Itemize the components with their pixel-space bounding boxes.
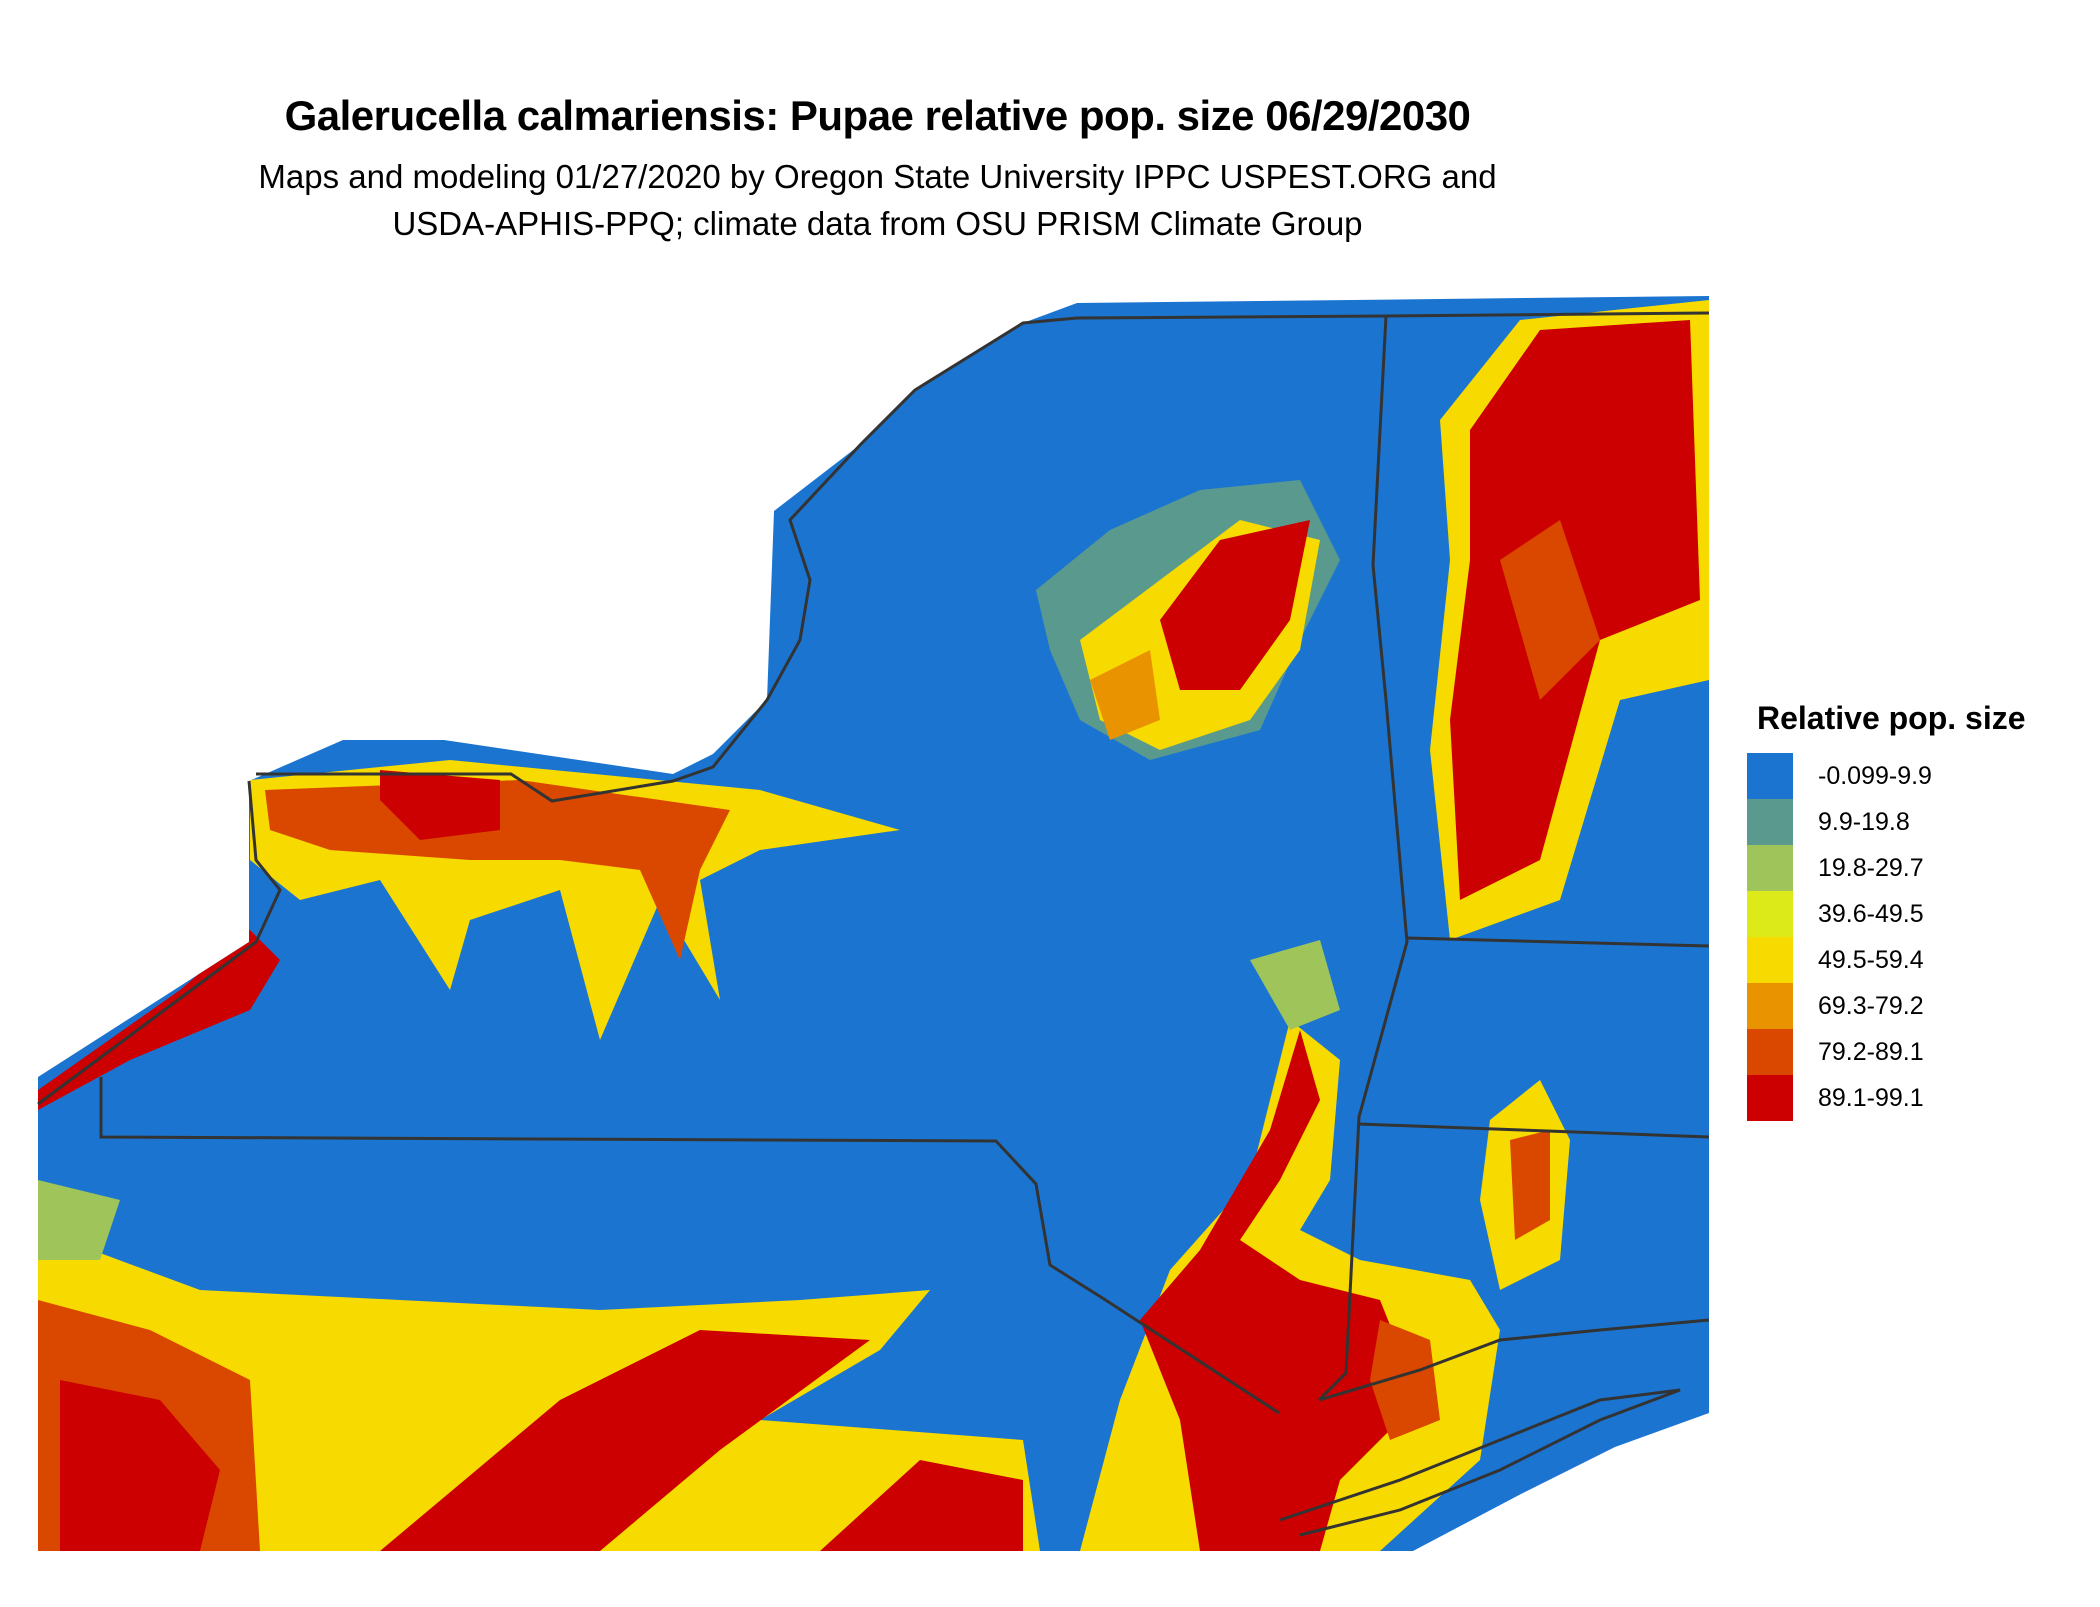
legend: Relative pop. size -0.099-9.9 9.9-19.8 19.…	[1747, 700, 2026, 1121]
long-island	[1279, 1388, 1681, 1537]
legend-swatch	[1747, 891, 1793, 937]
warm-patch-southern-band	[38, 1180, 1040, 1551]
legend-item: 69.3-79.2	[1747, 983, 2026, 1029]
warm-patch-ontario-shore	[250, 760, 900, 1040]
map-subtitle-line2: USDA-APHIS-PPQ; climate data from OSU PR…	[392, 205, 1363, 242]
legend-label: 9.9-19.8	[1818, 807, 1910, 836]
legend-swatch	[1747, 983, 1793, 1029]
legend-swatch	[1747, 753, 1793, 799]
legend-swatch	[1747, 1029, 1793, 1075]
warm-patch-hudson-valley	[1080, 940, 1500, 1551]
legend-label: 19.8-29.7	[1818, 853, 1924, 882]
map-title: Galerucella calmariensis: Pupae relative…	[284, 92, 1471, 139]
ct-coast	[1318, 1318, 1710, 1402]
legend-label: 39.6-49.5	[1818, 899, 1924, 928]
legend-swatch	[1747, 1075, 1793, 1121]
legend-item: -0.099-9.9	[1747, 753, 2026, 799]
lake-erie-shore	[37, 780, 282, 1106]
legend-label: 49.5-59.4	[1818, 945, 1924, 974]
map-subtitle-line1: Maps and modeling 01/27/2020 by Oregon S…	[258, 158, 1497, 195]
ny-pa-border	[99, 1077, 1280, 1415]
state-borders	[37, 311, 1710, 1537]
legend-item: 19.8-29.7	[1747, 845, 2026, 891]
ny-vt-border	[1317, 315, 1409, 1402]
legend-swatch	[1747, 845, 1793, 891]
warm-patch-adirondacks	[1036, 480, 1340, 760]
warm-patch-vermont-nh	[1430, 300, 1709, 940]
legend-item: 79.2-89.1	[1747, 1029, 2026, 1075]
legend-item: 9.9-19.8	[1747, 799, 2026, 845]
canada-border	[256, 311, 1710, 803]
legend-item: 49.5-59.4	[1747, 937, 2026, 983]
warm-patch-erie-shore	[38, 930, 280, 1110]
legend-label: 89.1-99.1	[1818, 1083, 1924, 1112]
ma-north-border	[1406, 936, 1710, 948]
legend-label: -0.099-9.9	[1818, 761, 1932, 790]
legend-title: Relative pop. size	[1757, 700, 2026, 736]
ct-north-border	[1358, 1122, 1710, 1139]
legend-label: 79.2-89.1	[1818, 1037, 1924, 1066]
legend-item: 89.1-99.1	[1747, 1075, 2026, 1121]
legend-item: 39.6-49.5	[1747, 891, 2026, 937]
legend-swatch	[1747, 799, 1793, 845]
legend-swatch	[1747, 937, 1793, 983]
legend-label: 69.3-79.2	[1818, 991, 1924, 1020]
